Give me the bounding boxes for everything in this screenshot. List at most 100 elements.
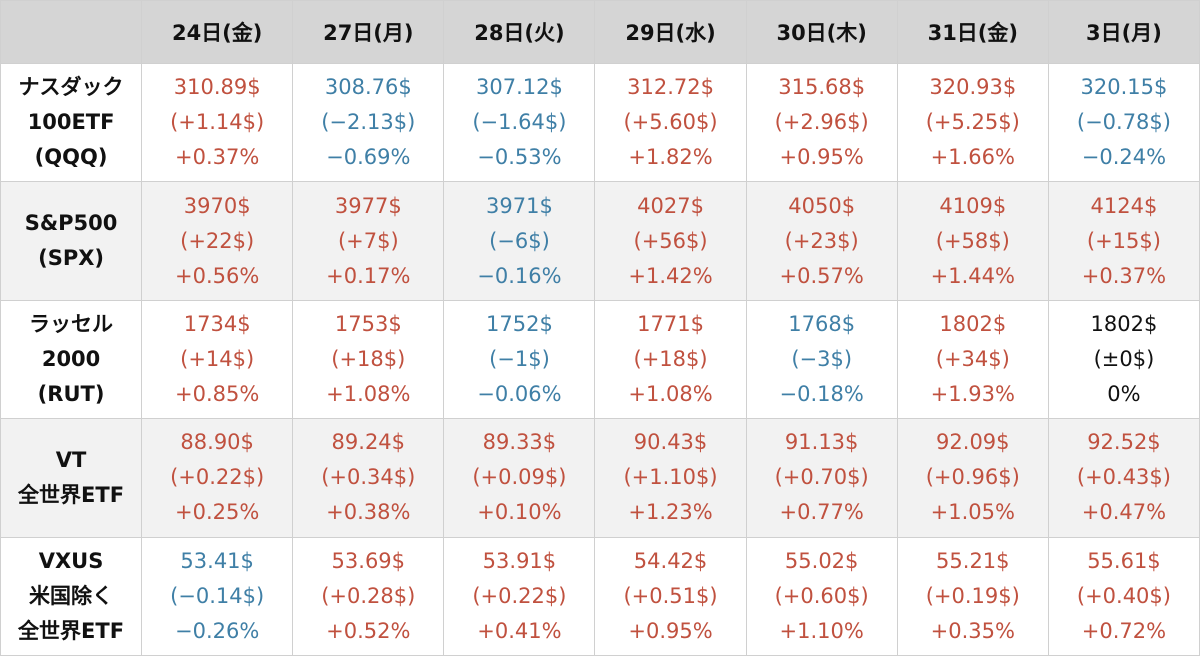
change-value: (+1.14$) (170, 110, 265, 135)
change-value: (+14$) (180, 346, 255, 371)
price-cell: 320.93$ (+5.25$) +1.66% (896, 62, 1049, 183)
change-value: (+0.22$) (170, 465, 265, 490)
row-label-line: 米国除く (29, 583, 114, 608)
price-value: 91.13$ (784, 430, 859, 455)
price-cell: 315.68$ (+2.96$) +0.95% (745, 62, 898, 183)
change-value: (−0.14$) (170, 583, 265, 608)
percent-value: +1.23% (628, 500, 713, 525)
price-cell: 90.43$ (+1.10$) +1.23% (594, 418, 747, 538)
price-value: 1802$ (939, 311, 1007, 336)
percent-value: +0.41% (477, 618, 562, 643)
price-cell: 1753$ (+18$) +1.08% (292, 299, 445, 420)
price-value: 53.91$ (482, 548, 557, 573)
percent-value: +0.52% (326, 618, 411, 643)
price-value: 310.89$ (173, 75, 261, 100)
price-value: 1753$ (334, 311, 402, 336)
percent-value: +0.57% (779, 263, 864, 288)
price-value: 3977$ (334, 193, 402, 218)
change-value: (+18$) (331, 346, 406, 371)
change-value: (+7$) (337, 228, 399, 253)
percent-value: −0.24% (1081, 145, 1167, 170)
row-label-line: ナスダック (18, 75, 124, 100)
change-value: (+18$) (633, 346, 708, 371)
row-label: ナスダック 100ETF (QQQ) (0, 62, 143, 183)
price-cell: 88.90$ (+0.22$) +0.25% (141, 418, 294, 538)
change-value: (+0.51$) (623, 583, 718, 608)
price-value: 1771$ (637, 311, 704, 336)
price-value: 54.42$ (633, 548, 708, 573)
change-value: (+0.28$) (321, 583, 416, 608)
price-cell: 3970$ (+22$) +0.56% (141, 181, 294, 301)
change-value: (+0.22$) (472, 583, 567, 608)
price-value: 89.33$ (482, 430, 557, 455)
percent-value: +1.05% (930, 500, 1015, 525)
price-cell: 1752$ (−1$) −0.06% (443, 299, 596, 420)
row-label-line: S&P500 (24, 211, 118, 236)
price-value: 312.72$ (627, 75, 714, 100)
row-label-line: VT (55, 447, 87, 472)
header-row: 24日(金) 27日(月) 28日(火) 29日(水) 30日(木) 31日(金… (0, 0, 1200, 64)
price-cell: 89.33$ (+0.09$) +0.10% (443, 418, 596, 538)
change-value: (+58$) (935, 228, 1010, 253)
percent-value: +0.38% (326, 500, 411, 525)
percent-value: +1.82% (628, 145, 713, 170)
percent-value: −0.18% (779, 381, 864, 406)
price-cell: 55.21$ (+0.19$) +0.35% (896, 536, 1049, 656)
percent-value: +1.93% (930, 381, 1015, 406)
price-value: 4109$ (939, 193, 1007, 218)
price-cell: 92.52$ (+0.43$) +0.47% (1047, 418, 1200, 538)
date-header: 3日(月) (1047, 0, 1200, 64)
change-value: (+0.60$) (774, 583, 869, 608)
change-value: (+0.70$) (774, 465, 869, 490)
table-row: S&P500 (SPX) 3970$ (+22$) +0.56% 3977$ (+7$) +0… (0, 181, 1200, 301)
change-value: (+5.60$) (623, 110, 718, 135)
percent-value: +0.56% (175, 263, 260, 288)
percent-value: +0.35% (930, 618, 1015, 643)
percent-value: +0.72% (1081, 618, 1167, 643)
price-value: 307.12$ (476, 75, 563, 100)
row-label-line: (RUT) (37, 381, 105, 406)
change-value: (+23$) (784, 228, 859, 253)
date-header: 24日(金) (141, 0, 294, 64)
date-header: 29日(水) (594, 0, 747, 64)
percent-value: +1.66% (930, 145, 1015, 170)
price-cell: 1802$ (+34$) +1.93% (896, 299, 1049, 420)
percent-value: +0.37% (1081, 263, 1167, 288)
price-value: 320.93$ (929, 75, 1017, 100)
table-row: VT 全世界ETF 88.90$ (+0.22$) +0.25% 89.24$ (+0.34… (0, 418, 1200, 538)
price-value: 53.69$ (331, 548, 406, 573)
percent-value: +1.08% (326, 381, 411, 406)
price-value: 1802$ (1090, 311, 1158, 336)
row-label-line: 全世界ETF (18, 618, 125, 643)
row-label: VT 全世界ETF (0, 418, 143, 538)
price-cell: 55.02$ (+0.60$) +1.10% (745, 536, 898, 656)
change-value: (+0.43$) (1076, 465, 1171, 490)
percent-value: +1.10% (779, 618, 864, 643)
row-label: S&P500 (SPX) (0, 181, 143, 301)
price-value: 55.61$ (1087, 548, 1161, 573)
price-value: 55.02$ (784, 548, 859, 573)
price-cell: 4124$ (+15$) +0.37% (1047, 181, 1200, 301)
price-value: 88.90$ (180, 430, 254, 455)
price-cell: 320.15$ (−0.78$) −0.24% (1047, 62, 1200, 183)
change-value: (−3$) (791, 346, 853, 371)
percent-value: +1.42% (628, 263, 713, 288)
percent-value: +0.37% (175, 145, 260, 170)
percent-value: +0.95% (779, 145, 864, 170)
change-value: (+0.34$) (321, 465, 416, 490)
change-value: (−6$) (489, 228, 550, 253)
price-value: 53.41$ (180, 548, 254, 573)
price-cell: 54.42$ (+0.51$) +0.95% (594, 536, 747, 656)
price-cell: 53.41$ (−0.14$) −0.26% (141, 536, 294, 656)
percent-value: +0.95% (628, 618, 713, 643)
price-value: 4050$ (788, 193, 856, 218)
price-value: 4124$ (1090, 193, 1158, 218)
row-label-line: VXUS (38, 548, 104, 573)
price-cell: 1768$ (−3$) −0.18% (745, 299, 898, 420)
price-cell: 92.09$ (+0.96$) +1.05% (896, 418, 1049, 538)
price-cell: 4109$ (+58$) +1.44% (896, 181, 1049, 301)
price-cell: 312.72$ (+5.60$) +1.82% (594, 62, 747, 183)
price-cell: 4027$ (+56$) +1.42% (594, 181, 747, 301)
change-value: (+15$) (1086, 228, 1161, 253)
